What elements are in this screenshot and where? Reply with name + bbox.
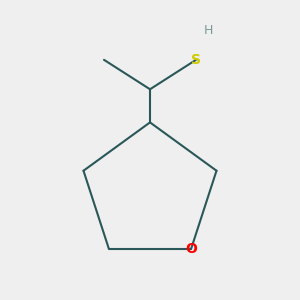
Text: O: O (185, 242, 197, 256)
Text: S: S (191, 53, 201, 67)
Text: H: H (204, 24, 214, 37)
